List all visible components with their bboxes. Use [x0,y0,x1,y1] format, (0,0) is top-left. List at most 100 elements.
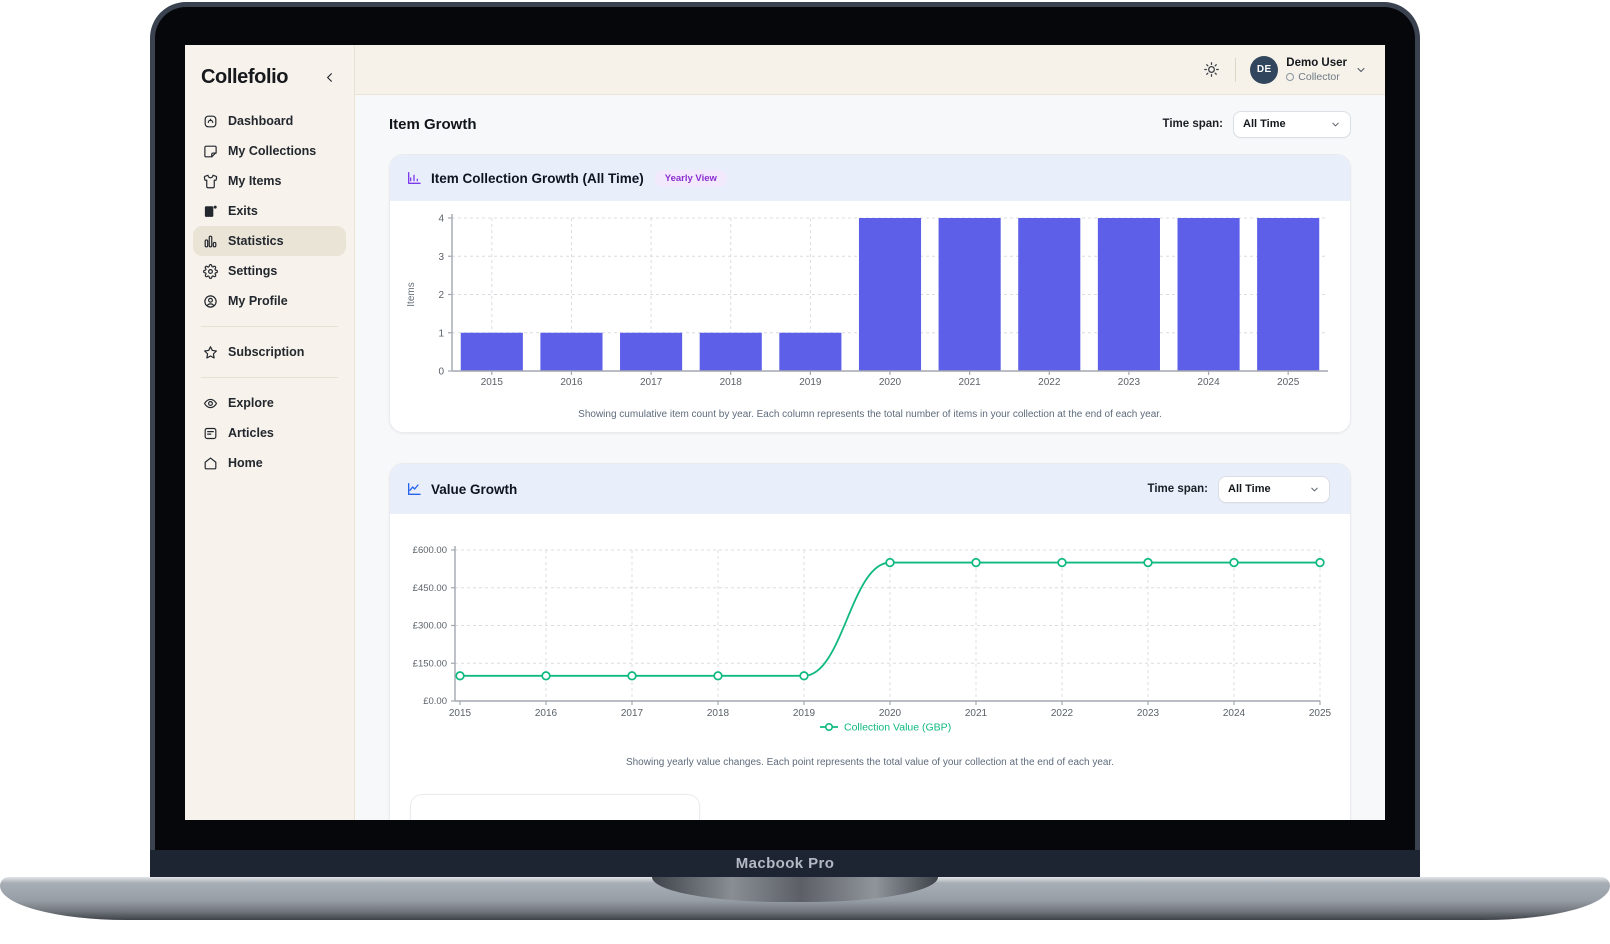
items-icon [203,174,218,189]
settings-icon [203,263,218,279]
app-window: Collefolio Dashboard My Collections My Ite… [185,45,1385,820]
svg-text:2025: 2025 [1309,708,1332,719]
sidebar-nav-main: Dashboard My Collections My Items Exits Stat… [185,106,354,316]
line-chart-icon [406,481,422,497]
collections-icon [203,144,218,159]
svg-text:2025: 2025 [1277,377,1300,388]
top-bar: DE Demo User Collector [355,45,1385,95]
svg-text:Items: Items [406,282,417,306]
svg-text:0: 0 [438,367,444,378]
laptop-base [0,877,1610,920]
explore-icon [203,396,218,411]
sidebar-item-label: Explore [228,396,274,410]
value-growth-card-title: Value Growth [431,481,518,497]
statistics-icon [203,234,218,249]
sidebar-item-explore[interactable]: Explore [193,388,346,418]
home-icon [203,456,218,471]
sidebar-item-label: Settings [228,264,278,278]
sidebar-item-exits[interactable]: Exits [193,196,346,226]
sidebar-item-collections[interactable]: My Collections [193,136,346,166]
sidebar-item-home[interactable]: Home [193,448,346,478]
divider [201,377,338,378]
sidebar-collapse-button[interactable] [322,70,338,86]
sidebar-item-label: My Profile [228,294,288,308]
svg-text:2020: 2020 [879,377,902,388]
svg-text:Collection Value (GBP): Collection Value (GBP) [844,722,951,734]
svg-text:2018: 2018 [720,377,743,388]
chevron-down-icon [1311,487,1318,491]
value-growth-card-header: Value Growth Time span: All Time [390,464,1350,514]
timespan-label: Time span: [1162,118,1224,130]
divider [1235,57,1237,82]
sidebar-item-label: Statistics [228,234,284,248]
svg-text:2016: 2016 [535,708,558,719]
svg-text:2022: 2022 [1038,377,1061,388]
user-name: Demo User [1286,57,1347,70]
subscription-icon [203,345,218,360]
svg-text:3: 3 [438,252,444,263]
sun-icon [1204,61,1220,77]
sidebar-item-label: Subscription [228,345,305,359]
collector-badge-icon [1286,72,1295,81]
sidebar-item-statistics[interactable]: Statistics [193,226,346,256]
sidebar-item-settings[interactable]: Settings [193,256,346,286]
sidebar-item-label: My Items [228,174,282,188]
sidebar-item-subscription[interactable]: Subscription [193,337,346,367]
value-growth-timespan-select[interactable]: All Time [1218,475,1330,503]
svg-text:1: 1 [438,328,444,339]
value-growth-card: Value Growth Time span: All Time [389,463,1351,820]
svg-text:£300.00: £300.00 [413,621,447,632]
main-content: Item Growth Time span: All Time [355,95,1385,820]
svg-text:2017: 2017 [621,708,644,719]
chevron-left-icon [327,73,332,82]
avatar: DE [1250,55,1279,84]
sidebar-item-label: Dashboard [228,114,294,128]
chevron-down-icon [1332,122,1339,126]
item-growth-bar-chart: 0 1 2 3 4 2015 2016 2017 2018 2019 2020 2021 2022 202… [406,214,1328,388]
partial-card [410,794,700,820]
svg-text:2023: 2023 [1118,377,1141,388]
user-role: Collector [1286,71,1347,83]
svg-text:£150.00: £150.00 [413,658,447,669]
item-growth-card: Item Collection Growth (All Time) Yearly… [389,154,1351,433]
dashboard-icon [203,114,218,129]
svg-text:2: 2 [438,290,444,301]
sidebar-item-articles[interactable]: Articles [193,418,346,448]
svg-text:£450.00: £450.00 [413,583,447,594]
divider [201,326,338,327]
svg-text:2022: 2022 [1051,708,1074,719]
svg-text:2015: 2015 [481,377,504,388]
svg-text:4: 4 [438,214,444,225]
profile-icon [203,294,218,309]
svg-text:2016: 2016 [560,377,583,388]
svg-text:2020: 2020 [879,708,902,719]
app-logo: Collefolio [201,66,289,88]
svg-text:2021: 2021 [965,708,988,719]
svg-text:2019: 2019 [799,377,822,388]
svg-text:2018: 2018 [707,708,730,719]
timespan-label: Time span: [1147,483,1209,495]
item-growth-caption: Showing cumulative item count by year. E… [578,409,1162,420]
value-growth-line-chart: £0.00 £150.00 £300.00 £450.00 £600.00 2015 201… [413,545,1332,734]
macbook-label: Macbook Pro [735,855,835,872]
sidebar-item-label: Home [228,456,263,470]
svg-text:2021: 2021 [959,377,982,388]
laptop-notch [652,877,938,902]
laptop-screen-bezel: Collefolio Dashboard My Collections My Ite… [150,2,1420,850]
sidebar-nav-subscription: Subscription [185,337,354,367]
theme-toggle-button[interactable] [1203,61,1221,79]
bar-chart-icon [406,170,422,186]
sidebar-item-dashboard[interactable]: Dashboard [193,106,346,136]
sidebar-item-items[interactable]: My Items [193,166,346,196]
sidebar-item-profile[interactable]: My Profile [193,286,346,316]
svg-text:2015: 2015 [449,708,472,719]
item-growth-card-title: Item Collection Growth (All Time) [431,170,644,186]
user-menu[interactable]: DE Demo User Collector [1250,55,1367,84]
value-growth-caption: Showing yearly value changes. Each point… [625,757,1115,768]
yearly-view-badge: Yearly View [654,169,727,187]
exits-icon [203,204,218,219]
svg-text:2024: 2024 [1197,377,1220,388]
timespan-select[interactable]: All Time [1233,110,1351,138]
sidebar-nav-footer: Explore Articles Home [185,388,354,478]
